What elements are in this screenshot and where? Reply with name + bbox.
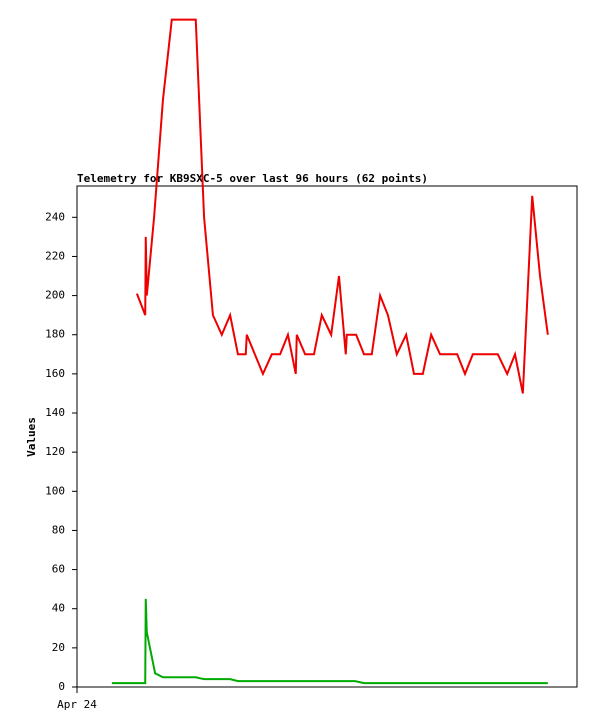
chart-title: Telemetry for KB9SXC-5 over last 96 hour… (77, 172, 428, 185)
y-tick-label: 120 (45, 445, 65, 458)
y-tick-label: 140 (45, 406, 65, 419)
y-tick-label: 200 (45, 289, 65, 302)
y-tick-label: 240 (45, 210, 65, 223)
y-tick-label: 0 (58, 680, 65, 693)
y-tick-label: 160 (45, 367, 65, 380)
x-tick-label: Apr 24 (57, 698, 97, 711)
y-tick-label: 40 (52, 602, 65, 615)
y-tick-label: 220 (45, 249, 65, 262)
y-axis-label: Values (25, 417, 38, 457)
y-tick-label: 180 (45, 328, 65, 341)
series-line (135, 18, 549, 394)
y-tick-label: 80 (52, 523, 65, 536)
plot-frame (76, 185, 578, 688)
y-tick-label: 20 (52, 641, 65, 654)
y-tick-label: 100 (45, 484, 65, 497)
series-line (111, 598, 548, 685)
y-tick-label: 60 (52, 563, 65, 576)
